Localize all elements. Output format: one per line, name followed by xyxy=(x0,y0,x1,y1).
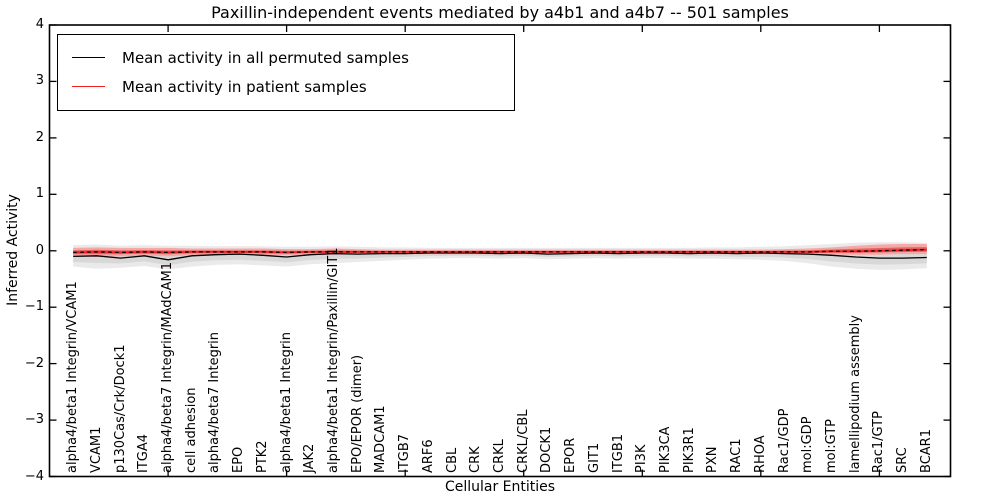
x-tick-label: PIK3R1 xyxy=(681,427,697,473)
patient-mean-dashed-overlay xyxy=(73,248,927,254)
legend: Mean activity in all permuted samples Me… xyxy=(57,34,515,111)
x-tick-label: BCAR1 xyxy=(918,429,934,473)
x-tick-label: PTK2 xyxy=(254,440,270,473)
x-tick-label: Rac1/GDP xyxy=(776,408,792,473)
x-tick-label: mol:GDP xyxy=(800,416,816,473)
x-tick-label: mol:GTP xyxy=(823,419,839,473)
x-axis-label: Cellular Entities xyxy=(444,479,556,495)
x-tick-label: PI3K xyxy=(634,444,650,473)
x-tick-label: Rac1/GTP xyxy=(871,411,887,473)
y-tick-label: 1 xyxy=(35,186,44,202)
legend-label-permuted: Mean activity in all permuted samples xyxy=(122,48,409,67)
x-tick-label: alpha4/beta1 Integrin/Paxillin/GIT1 xyxy=(326,247,342,473)
x-tick-label: CRKL xyxy=(492,439,507,473)
x-tick-label: EPO xyxy=(231,446,247,473)
legend-entry-patient: Mean activity in patient samples xyxy=(72,72,514,101)
x-tick-label: alpha4/beta7 Integrin/MAdCAM1 xyxy=(160,262,176,473)
x-tick-label: CBL xyxy=(444,447,460,473)
x-tick-label: ARF6 xyxy=(420,439,436,473)
x-tick-label: alpha4/beta1 Integrin/VCAM1 xyxy=(65,281,81,473)
x-tick-label: PIK3CA xyxy=(657,426,673,473)
x-tick-label: EPO/EPOR (dimer) xyxy=(349,354,365,473)
x-tick-label: ITGB7 xyxy=(397,433,413,473)
permuted-mean-line xyxy=(73,252,927,261)
y-tick-label: −2 xyxy=(24,355,44,371)
x-tick-label: CRKL/CBL xyxy=(515,409,531,474)
x-tick-label: cell adhesion xyxy=(183,387,199,473)
x-tick-label: MADCAM1 xyxy=(373,405,389,473)
x-tick-label: p130Cas/Crk/Dock1 xyxy=(112,344,128,473)
x-tick-label: ITGA4 xyxy=(136,433,152,473)
x-tick-label: lamellipodium assembly xyxy=(847,315,863,473)
x-tick-label: ITGB1 xyxy=(610,433,626,473)
chart-title: Paxillin-independent events mediated by … xyxy=(211,3,789,22)
x-tick-label: EPOR xyxy=(563,437,579,473)
legend-line-permuted-icon xyxy=(72,57,105,58)
x-tick-label: DOCK1 xyxy=(539,426,555,473)
y-tick-label: 0 xyxy=(35,242,44,258)
legend-label-patient: Mean activity in patient samples xyxy=(122,77,367,96)
x-tick-label: GIT1 xyxy=(586,442,602,473)
patient-band-outer xyxy=(73,244,927,257)
x-tick-label: JAK2 xyxy=(302,443,318,473)
x-tick-label: CRK xyxy=(468,446,484,473)
y-tick-label: 4 xyxy=(35,17,44,32)
x-tick-label: alpha4/beta1 Integrin xyxy=(278,331,294,473)
x-tick-label: VCAM1 xyxy=(88,426,104,473)
y-tick-label: −4 xyxy=(24,468,44,484)
legend-entry-permuted: Mean activity in all permuted samples xyxy=(72,43,514,72)
x-tick-label: RAC1 xyxy=(729,438,745,473)
legend-line-patient-icon xyxy=(72,86,105,87)
x-tick-label: PXN xyxy=(705,446,721,473)
y-tick-label: 3 xyxy=(35,73,44,89)
x-tick-label: SRC xyxy=(895,447,911,473)
y-tick-label: −1 xyxy=(24,299,44,315)
x-tick-label: alpha4/beta7 Integrin xyxy=(207,331,223,473)
y-tick-label: −3 xyxy=(24,412,44,428)
x-tick-label: RHOA xyxy=(752,435,768,473)
y-tick-label: 2 xyxy=(35,129,44,145)
